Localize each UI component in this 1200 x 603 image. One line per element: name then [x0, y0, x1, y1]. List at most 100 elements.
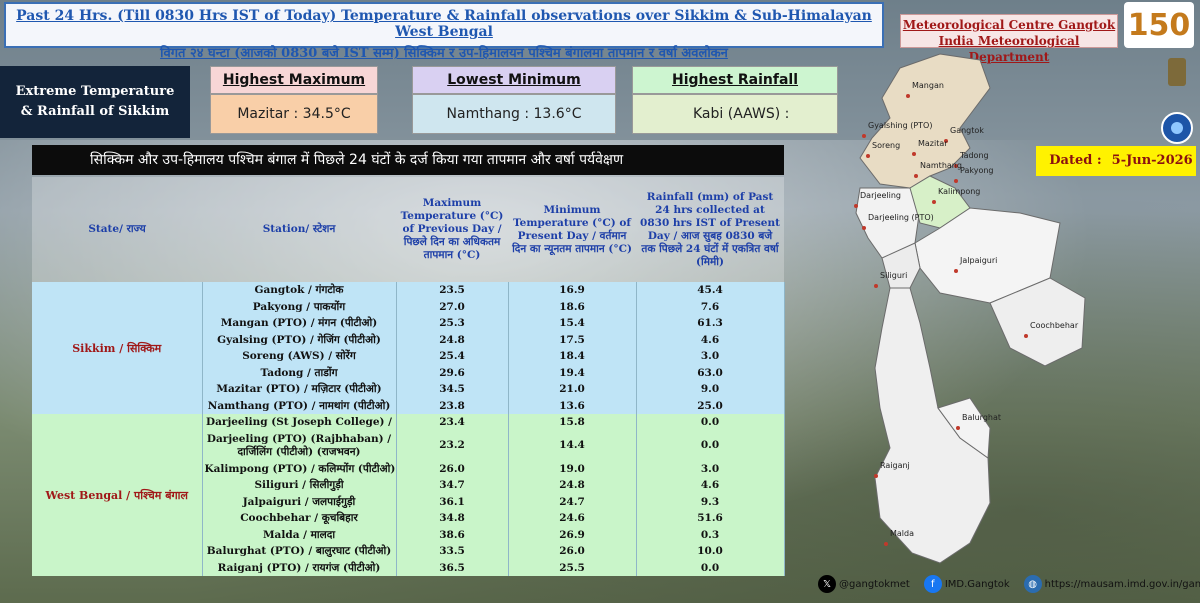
dept-name: India Meteorological Department: [938, 34, 1080, 64]
map-label: Malda: [890, 529, 914, 538]
map-label: Coochbehar: [1030, 321, 1079, 330]
min-cell: 19.4: [508, 364, 637, 381]
x-link[interactable]: 𝕏 @gangtokmet: [818, 575, 910, 593]
station-cell: Gyalsing (PTO) / गेजिंग (पीटीओ): [202, 331, 397, 348]
imd-150-logo: 150: [1124, 2, 1194, 48]
map-marker: [854, 204, 858, 208]
map-marker: [862, 226, 866, 230]
south-bengal-corridor: [874, 287, 991, 564]
extreme-label: Extreme Temperature & Rainfall of Sikkim: [0, 66, 190, 138]
max-cell: 25.4: [396, 348, 509, 365]
max-cell: 23.4: [396, 414, 509, 431]
table-row: Pakyong / पाकयोंग 27.0 18.6 7.6: [32, 298, 785, 315]
station-cell: Balurghat (PTO) / बालुरघाट (पीटीओ): [202, 543, 397, 560]
x-icon: 𝕏: [818, 575, 836, 593]
min-cell: 26.9: [508, 526, 637, 543]
min-cell: 18.6: [508, 298, 637, 315]
station-cell: Gangtok / गंगटोक: [202, 282, 397, 299]
lowest-min-header: Lowest Minimum: [412, 66, 616, 94]
table-row: Tadong / ताडोंग 29.6 19.4 63.0: [32, 364, 785, 381]
centre-name-box: Meteorological Centre Gangtok India Mete…: [900, 14, 1118, 64]
station-cell: Kalimpong (PTO) / कलिम्पोंग (पीटीओ): [202, 460, 397, 477]
station-cell: Mazitar (PTO) / मज़िटार (पीटीओ): [202, 381, 397, 398]
min-cell: 15.8: [508, 414, 637, 431]
imd-emblem: [1161, 58, 1193, 144]
max-cell: 33.5: [396, 543, 509, 560]
max-cell: 23.2: [396, 430, 509, 461]
map-label: Gangtok: [950, 126, 984, 135]
station-cell: Namthang (PTO) / नामथांग (पीटीओ): [202, 397, 397, 414]
table-row: Raiganj (PTO) / रायगंज (पीटीओ) 36.5 25.5 0.…: [32, 559, 785, 576]
jalpaiguri-region: [914, 207, 1061, 304]
header-min: Minimum Temperature (°C) of Present Day …: [508, 177, 636, 282]
table-row: Gyalsing (PTO) / गेजिंग (पीटीओ) 24.8 17.5 4…: [32, 331, 785, 348]
rain-cell: 4.6: [636, 477, 785, 494]
balurghat-region: [937, 397, 991, 459]
table-row: Siliguri / सिलीगुड़ी 34.7 24.8 4.6: [32, 477, 785, 494]
map-marker: [1024, 334, 1028, 338]
map-marker: [944, 139, 948, 143]
station-cell: Coochbehar / कूचबिहार: [202, 510, 397, 527]
rain-cell: 4.6: [636, 331, 785, 348]
lowest-min-value: Namthang : 13.6°C: [412, 94, 616, 134]
max-cell: 34.8: [396, 510, 509, 527]
map-marker: [954, 269, 958, 273]
website-link[interactable]: ◍ https://mausam.imd.gov.in/gangtok/: [1023, 575, 1200, 593]
min-cell: 24.6: [508, 510, 637, 527]
map-label: Gyalshing (PTO): [868, 121, 932, 130]
map-marker: [884, 542, 888, 546]
table-row: Jalpaiguri / जलपाईगुड़ी 36.1 24.7 9.3: [32, 493, 785, 510]
station-cell: Malda / मालदा: [202, 526, 397, 543]
min-cell: 24.8: [508, 477, 637, 494]
rain-cell: 25.0: [636, 397, 785, 414]
min-cell: 14.4: [508, 430, 637, 461]
map-marker: [906, 94, 910, 98]
sikkim-region: [859, 53, 991, 189]
max-cell: 29.6: [396, 364, 509, 381]
header-station: Station/ स्टेशन: [202, 177, 396, 282]
min-cell: 17.5: [508, 331, 637, 348]
highest-rain-header: Highest Rainfall: [632, 66, 838, 94]
min-cell: 24.7: [508, 493, 637, 510]
hindi-banner: सिक्किम और उप-हिमालय पश्चिम बंगाल में पि…: [32, 145, 784, 175]
max-cell: 25.3: [396, 315, 509, 332]
facebook-link[interactable]: f IMD.Gangtok: [923, 575, 1010, 593]
rain-cell: 3.0: [636, 348, 785, 365]
highest-max-header: Highest Maximum: [210, 66, 378, 94]
x-handle: @gangtokmet: [839, 578, 910, 590]
fb-handle: IMD.Gangtok: [944, 578, 1010, 590]
table-row: Mazitar (PTO) / मज़िटार (पीटीओ) 34.5 21.0 9…: [32, 381, 785, 398]
map-label: Balurghat: [962, 413, 1001, 422]
table-row: Balurghat (PTO) / बालुरघाट (पीटीओ) 33.5 26…: [32, 543, 785, 560]
rain-cell: 0.3: [636, 526, 785, 543]
min-cell: 13.6: [508, 397, 637, 414]
map-label: Mangan: [912, 81, 944, 90]
page-title: Past 24 Hrs. (Till 0830 Hrs IST of Today…: [4, 2, 884, 61]
title-hindi: विगत २४ घन्टा (आजको 0830 बजे IST सम्म) स…: [160, 46, 728, 61]
header-max: Maximum Temperature (°C) of Previous Day…: [396, 177, 508, 282]
map-label: Darjeeling: [860, 191, 901, 200]
dated-badge: Dated : 5-Jun-2026: [1036, 146, 1196, 176]
observation-table: State/ राज्य Station/ स्टेशन Maximum Tem…: [32, 177, 785, 576]
table-row: Mangan (PTO) / मंगन (पीटीओ) 25.3 15.4 61.3: [32, 315, 785, 332]
max-cell: 27.0: [396, 298, 509, 315]
max-cell: 26.0: [396, 460, 509, 477]
map-marker: [862, 134, 866, 138]
max-cell: 36.5: [396, 559, 509, 576]
rain-cell: 9.0: [636, 381, 785, 398]
min-cell: 15.4: [508, 315, 637, 332]
map-marker: [956, 426, 960, 430]
table-row: Sikkim / सिक्किम Gangtok / गंगटोक 23.5 16.9…: [32, 282, 785, 414]
logo-text: 150: [1127, 7, 1191, 43]
map-label: Kalimpong: [938, 187, 980, 196]
max-cell: 34.7: [396, 477, 509, 494]
map-label: Raiganj: [880, 461, 910, 470]
map-label: Soreng: [872, 141, 900, 150]
map-label: Mazitar: [918, 139, 948, 148]
map-label: Jalpaiguri: [959, 256, 997, 265]
min-cell: 16.9: [508, 282, 637, 299]
state-cell: West Bengal / पश्चिम बंगाल: [32, 414, 203, 576]
highest-rain-value: Kabi (AAWS) : 84mm: [632, 94, 838, 160]
rain-cell: 0.0: [636, 414, 785, 431]
footer: 𝕏 @gangtokmet f IMD.Gangtok ◍ https://ma…: [818, 572, 1200, 596]
